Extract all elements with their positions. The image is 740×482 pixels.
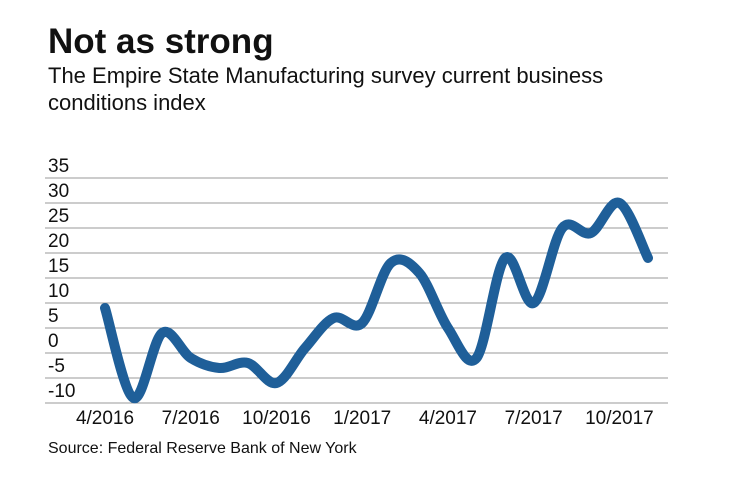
x-tick-label: 7/2017 (505, 408, 563, 429)
y-tick-label: 15 (48, 256, 69, 277)
data-line (100, 197, 653, 403)
x-tick-label: 10/2017 (585, 408, 654, 429)
x-tick-label: 4/2017 (419, 408, 477, 429)
chart-subtitle: The Empire State Manufacturing survey cu… (48, 63, 604, 115)
x-tick-label: 10/2016 (242, 408, 311, 429)
y-tick-label: -10 (48, 381, 75, 402)
x-tick-label: 7/2016 (162, 408, 220, 429)
y-tick-label: -5 (48, 356, 65, 377)
y-tick-label: 10 (48, 281, 69, 302)
y-tick-label: 20 (48, 231, 69, 252)
y-tick-label: 35 (48, 156, 69, 177)
y-tick-label: 30 (48, 181, 69, 202)
y-tick-label: 0 (48, 331, 59, 352)
source-note: Source: Federal Reserve Bank of New York (48, 440, 357, 457)
y-tick-label: 5 (48, 306, 59, 327)
y-tick-label: 25 (48, 206, 69, 227)
x-tick-label: 4/2016 (76, 408, 134, 429)
chart-title: Not as strong (48, 22, 274, 61)
x-tick-label: 1/2017 (333, 408, 391, 429)
